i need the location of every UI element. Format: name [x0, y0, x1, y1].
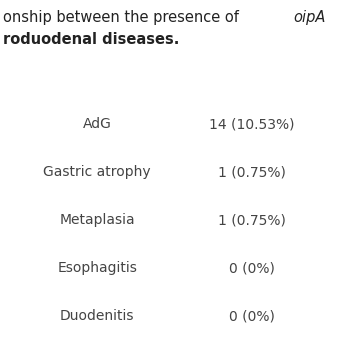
Text: 1 (0.75%): 1 (0.75%) [218, 213, 286, 227]
Text: 0 (0%): 0 (0%) [229, 309, 275, 323]
Text: +: + [247, 74, 264, 88]
Text: Duodenitis: Duodenitis [60, 309, 134, 323]
Text: Esophagitis: Esophagitis [57, 261, 137, 275]
Text: roduodenal diseases.: roduodenal diseases. [3, 32, 179, 47]
Text: 14 (10.53%): 14 (10.53%) [209, 117, 295, 131]
Text: 1 (0.75%): 1 (0.75%) [218, 165, 286, 179]
Text: onship between the presence of: onship between the presence of [3, 10, 243, 25]
Text: 0 (0%): 0 (0%) [229, 261, 275, 275]
Text: Metaplasia: Metaplasia [59, 213, 135, 227]
Text: oipA: oipA [293, 10, 325, 25]
Text: Gastric atrophy: Gastric atrophy [44, 165, 151, 179]
Text: AdG: AdG [83, 117, 112, 131]
Text: Diseases: Diseases [45, 74, 114, 88]
Text: oipA: oipA [214, 74, 249, 88]
